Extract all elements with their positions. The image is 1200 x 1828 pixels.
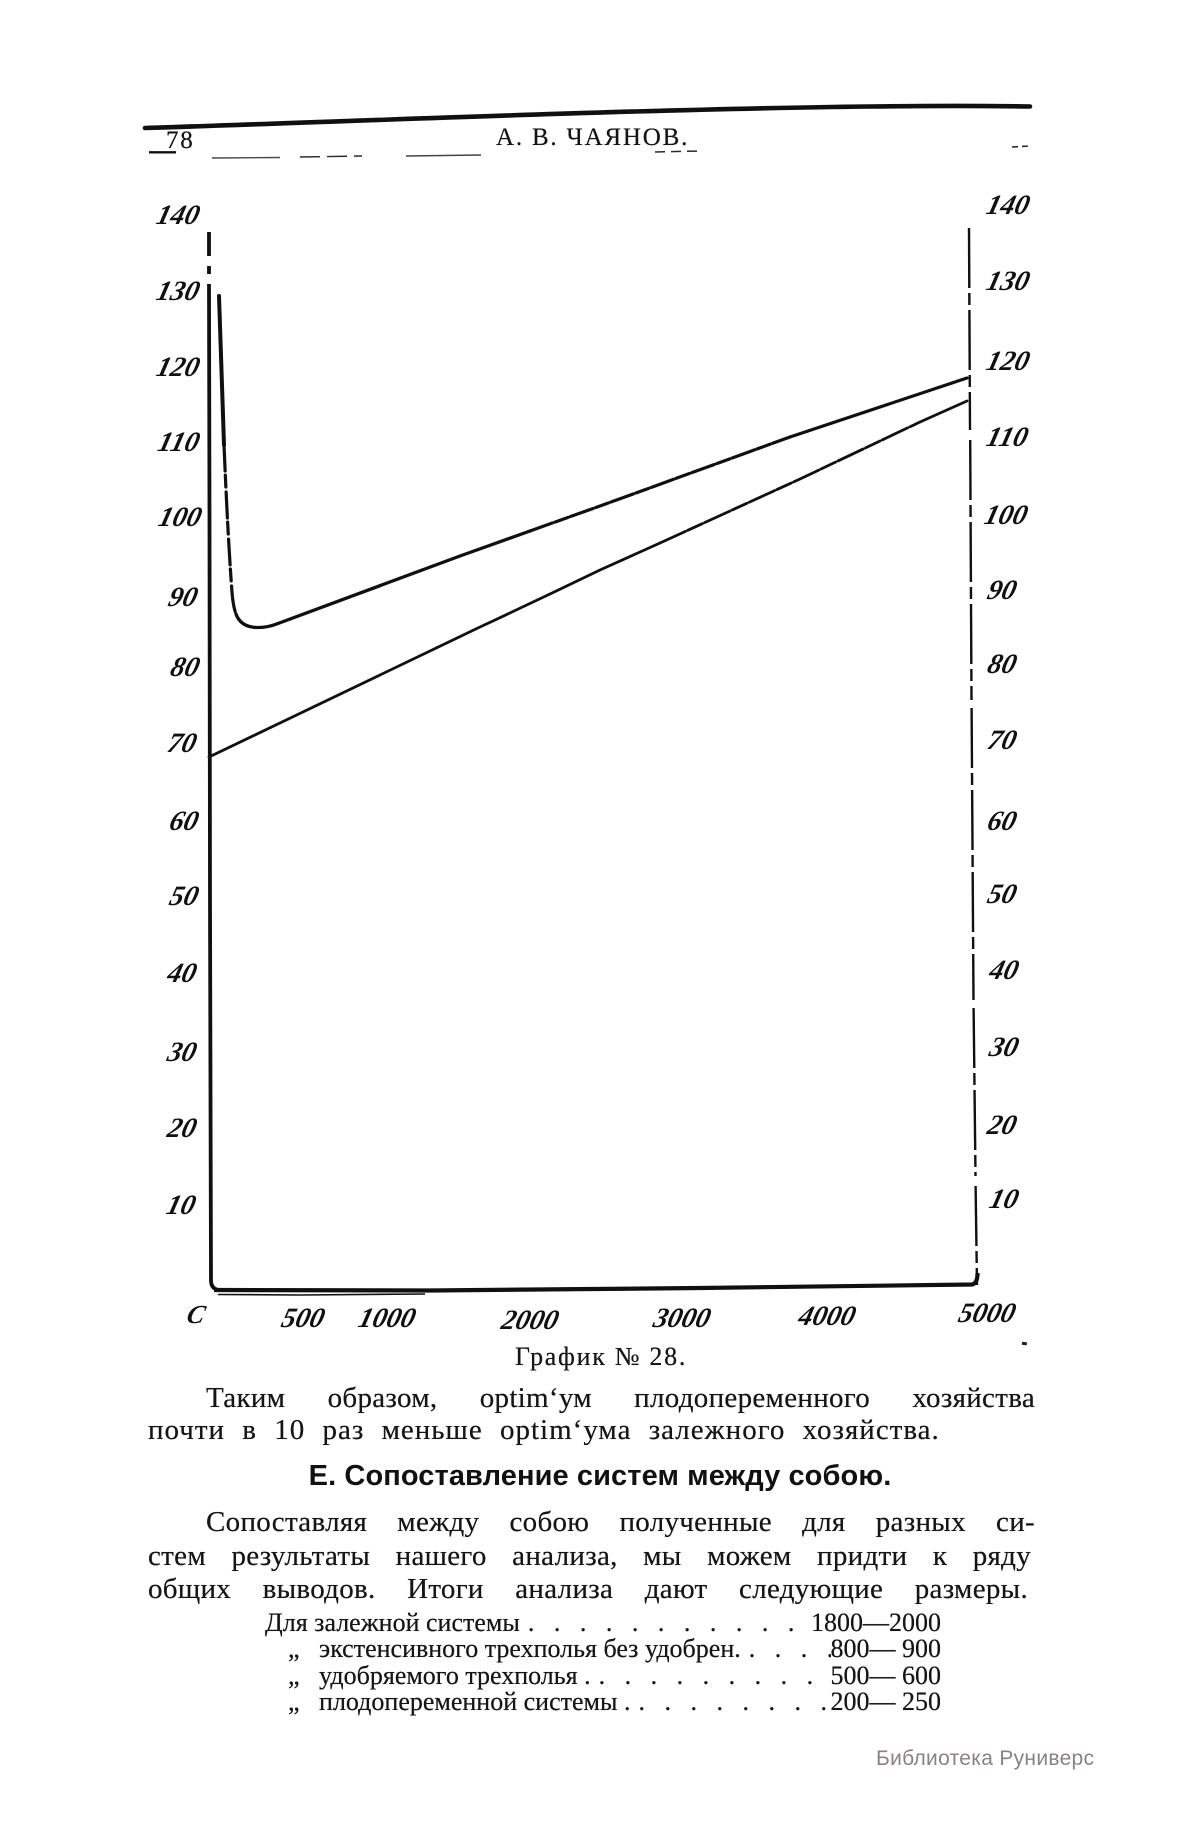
svg-text:30: 30 [985,1032,1022,1063]
svg-text:С: С [184,1299,209,1329]
svg-text:70: 70 [164,728,200,759]
svg-text:120: 120 [153,352,203,383]
svg-text:60: 60 [984,806,1020,837]
svg-text:80: 80 [984,649,1020,680]
svg-text:500: 500 [278,1303,328,1334]
svg-text:40: 40 [985,955,1022,986]
svg-text:140: 140 [153,200,203,231]
svg-text:20: 20 [983,1110,1020,1141]
svg-text:60: 60 [166,806,202,837]
svg-text:1000: 1000 [355,1303,419,1334]
svg-text:100: 100 [155,502,205,533]
svg-text:20: 20 [163,1113,200,1144]
svg-text:110: 110 [983,422,1031,453]
svg-text:5000: 5000 [955,1298,1019,1329]
svg-text:30: 30 [163,1037,200,1068]
svg-text:4000: 4000 [794,1301,859,1332]
svg-text:50: 50 [984,879,1020,910]
svg-text:10: 10 [163,1190,199,1221]
svg-text:90: 90 [984,575,1020,606]
svg-text:120: 120 [983,346,1033,377]
svg-text:130: 130 [153,276,203,307]
svg-text:110: 110 [155,427,203,458]
svg-text:90: 90 [165,582,201,613]
svg-text:3000: 3000 [649,1303,714,1334]
svg-text:2000: 2000 [497,1305,562,1336]
svg-text:140: 140 [983,190,1033,221]
svg-text:10: 10 [986,1184,1022,1215]
svg-text:70: 70 [984,725,1020,756]
svg-text:80: 80 [167,652,203,683]
svg-text:50: 50 [166,881,202,912]
svg-text:40: 40 [163,958,200,989]
svg-text:100: 100 [981,500,1031,531]
svg-text:130: 130 [983,266,1033,297]
